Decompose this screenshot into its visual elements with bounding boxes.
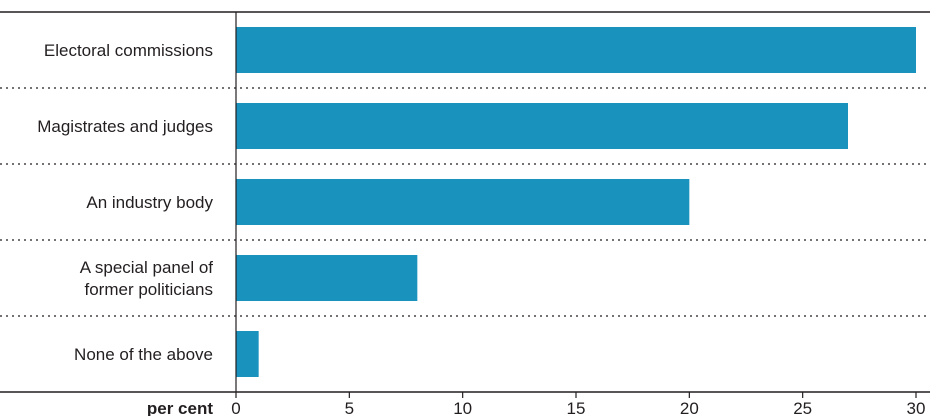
- x-tick-label: 20: [680, 399, 699, 416]
- bar: [236, 103, 848, 149]
- row-separators: [0, 87, 930, 317]
- bar: [236, 27, 916, 73]
- x-tick-label: 5: [345, 399, 354, 416]
- x-tick-label: 30: [907, 399, 926, 416]
- category-labels: Electoral commissions Magistrates and jud…: [37, 41, 213, 364]
- x-axis-unit-label: per cent: [147, 399, 213, 416]
- x-tick-label: 0: [231, 399, 240, 416]
- bars-group: [236, 27, 916, 377]
- category-label: Magistrates and judges: [37, 117, 213, 136]
- category-label: A special panel of: [80, 258, 214, 277]
- x-tick-label: 25: [793, 399, 812, 416]
- bar: [236, 255, 418, 301]
- category-label: An industry body: [86, 193, 213, 212]
- bar: [236, 179, 690, 225]
- x-axis-ticks: 0 5 10 15 20 25 30: [231, 392, 925, 416]
- category-label: None of the above: [74, 345, 213, 364]
- x-tick-label: 10: [453, 399, 472, 416]
- category-label: former politicians: [85, 280, 214, 299]
- category-label: Electoral commissions: [44, 41, 213, 60]
- x-tick-label: 15: [567, 399, 586, 416]
- bar: [236, 331, 259, 377]
